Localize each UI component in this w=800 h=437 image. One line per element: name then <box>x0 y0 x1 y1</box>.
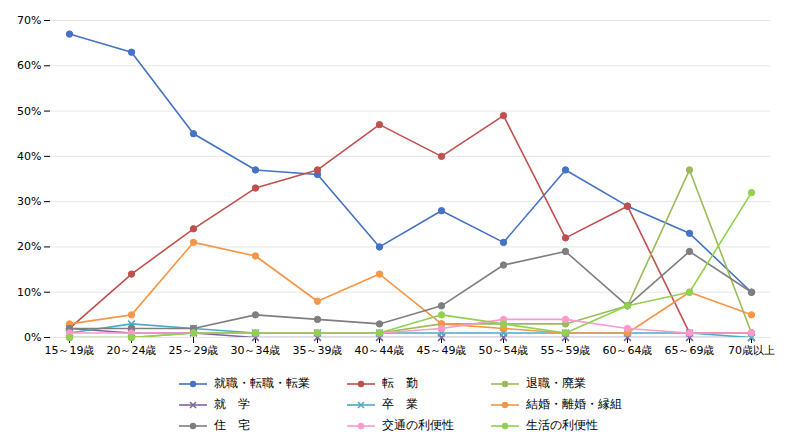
svg-text:70歳以上: 70歳以上 <box>728 344 775 357</box>
html-text:結婚・離婚・縁組: 結婚・離婚・縁組 <box>526 397 622 411</box>
svg-text:35～39歳: 35～39歳 <box>293 344 343 357</box>
svg-text:55～59歳: 55～59歳 <box>541 344 591 357</box>
svg-text:50～54歳: 50～54歳 <box>479 344 529 357</box>
html-text:交通の利便性: 交通の利便性 <box>382 418 454 432</box>
svg-text:30%: 30% <box>17 195 41 208</box>
svg-text:20～24歳: 20～24歳 <box>107 344 157 357</box>
html-text:就職・転職・転業: 就職・転職・転業 <box>214 376 310 390</box>
svg-text:20%: 20% <box>17 240 41 253</box>
svg-text:25～29歳: 25～29歳 <box>169 344 219 357</box>
html-text:就 学: 就 学 <box>214 397 250 411</box>
svg-text:50%: 50% <box>17 105 41 118</box>
svg-text:30～34歳: 30～34歳 <box>231 344 281 357</box>
svg-text:15～19歳: 15～19歳 <box>45 344 95 357</box>
svg-text:45～49歳: 45～49歳 <box>417 344 467 357</box>
svg-text:40%: 40% <box>17 150 41 163</box>
svg-text:60～64歳: 60～64歳 <box>603 344 653 357</box>
svg-text:60%: 60% <box>17 59 41 72</box>
svg-text:40～44歳: 40～44歳 <box>355 344 405 357</box>
html-text:退職・廃業: 退職・廃業 <box>526 376 586 390</box>
html-text:転 勤: 転 勤 <box>382 376 418 390</box>
svg-text:65～69歳: 65～69歳 <box>665 344 715 357</box>
html-text:住 宅: 住 宅 <box>214 418 250 432</box>
html-text:生活の利便性: 生活の利便性 <box>526 418 598 432</box>
svg-text:70%: 70% <box>17 14 41 27</box>
svg-text:0%: 0% <box>24 331 41 344</box>
svg-text:10%: 10% <box>17 286 41 299</box>
html-text:卒 業: 卒 業 <box>382 397 418 411</box>
